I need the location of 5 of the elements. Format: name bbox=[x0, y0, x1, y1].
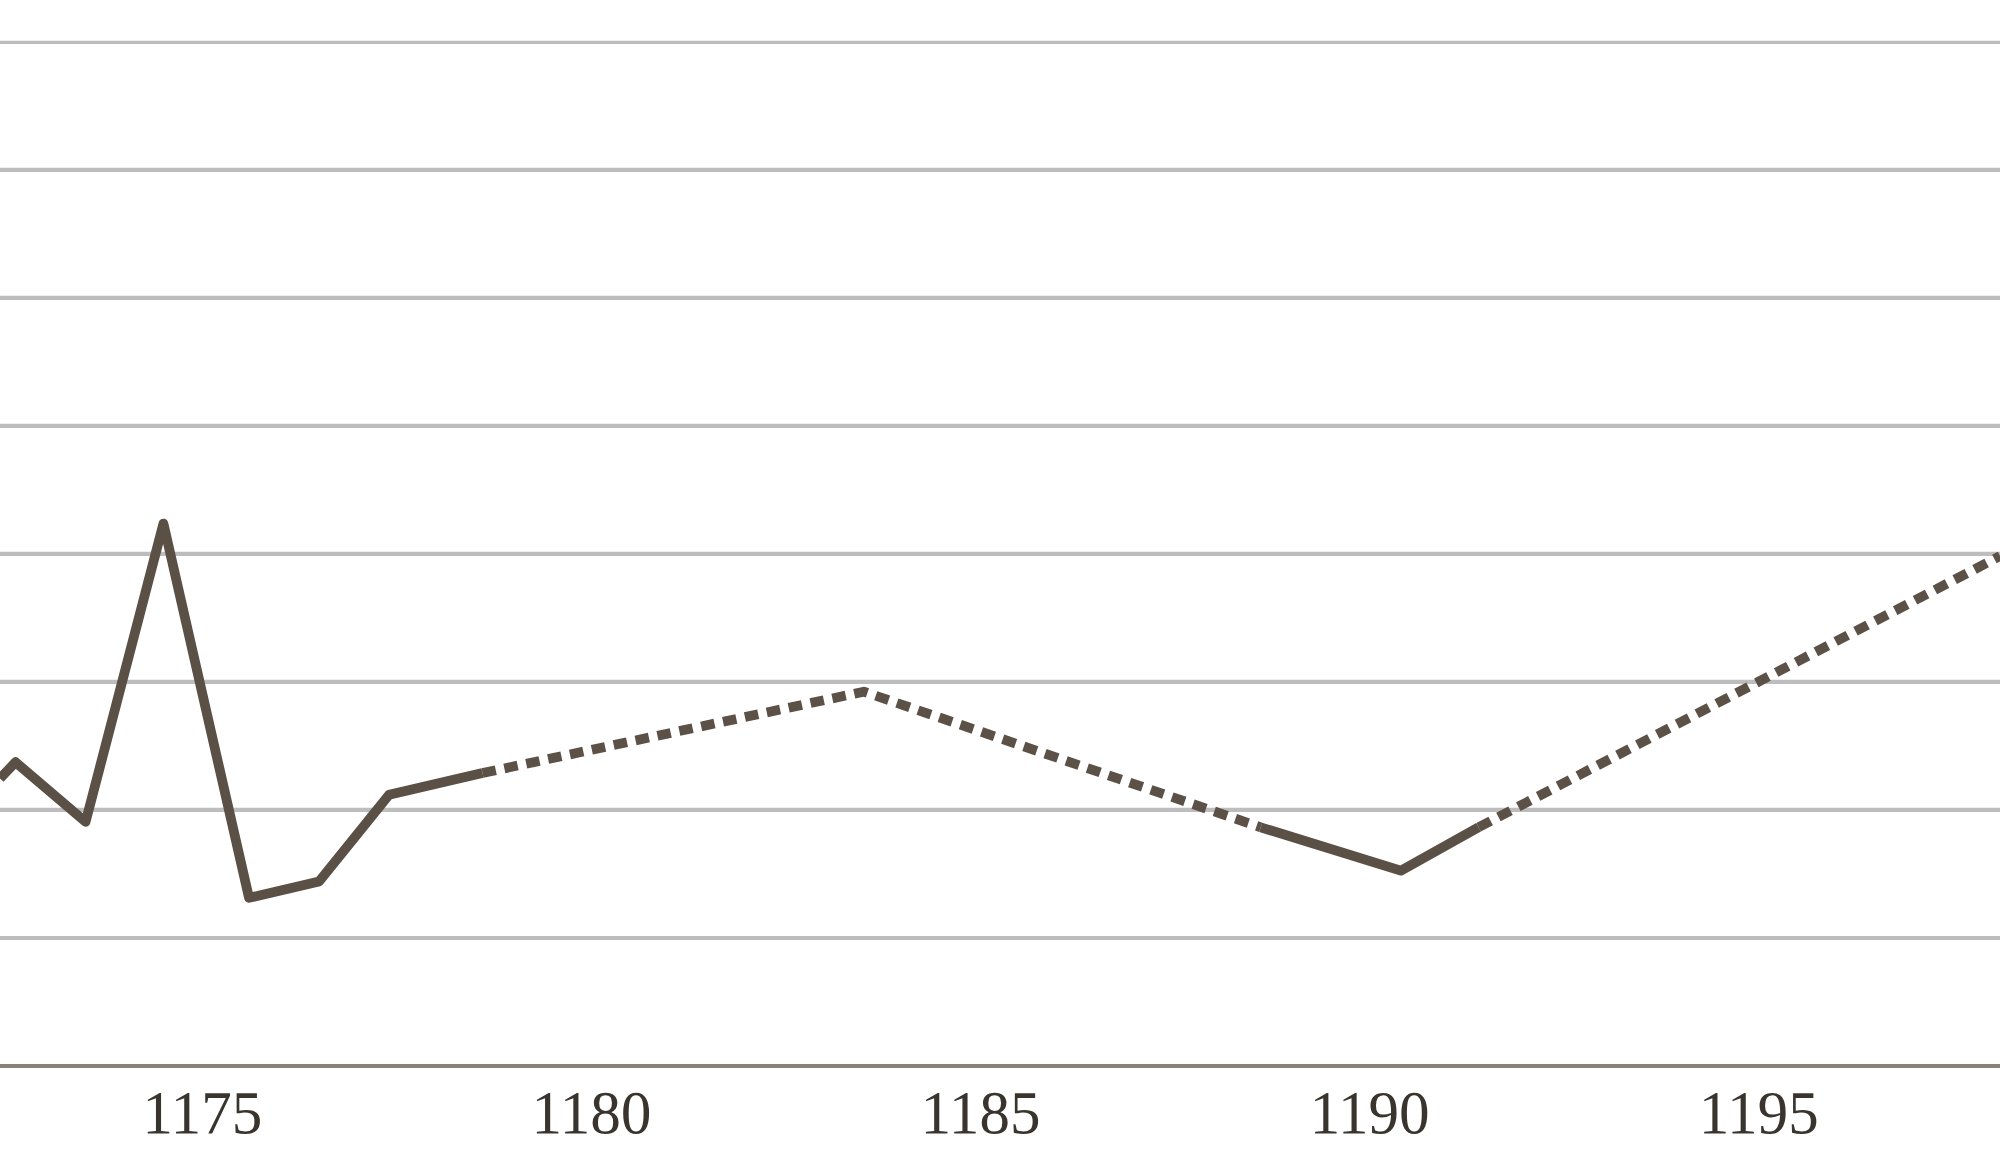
x-tick-label: 1180 bbox=[536, 1092, 650, 1134]
x-tick-label: 1175 bbox=[147, 1093, 260, 1134]
x-tick-label: 1190 bbox=[1315, 1092, 1428, 1134]
x-tick-label: 1195 bbox=[1704, 1092, 1817, 1134]
x-tick-label: 1185 bbox=[925, 1092, 1039, 1134]
